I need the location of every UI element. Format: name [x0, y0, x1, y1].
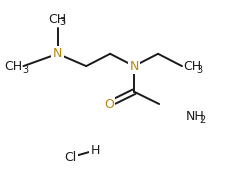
- Text: Cl: Cl: [64, 151, 76, 164]
- Text: 3: 3: [197, 65, 203, 74]
- Text: 3: 3: [60, 17, 66, 27]
- Text: 3: 3: [22, 65, 29, 74]
- Text: H: H: [91, 144, 100, 157]
- Text: NH: NH: [185, 110, 204, 123]
- Text: CH: CH: [4, 60, 22, 73]
- Text: CH: CH: [49, 13, 67, 26]
- Text: CH: CH: [183, 60, 201, 73]
- Text: 2: 2: [199, 115, 205, 125]
- Text: N: N: [53, 47, 62, 60]
- Text: N: N: [129, 60, 139, 73]
- Text: O: O: [104, 98, 114, 111]
